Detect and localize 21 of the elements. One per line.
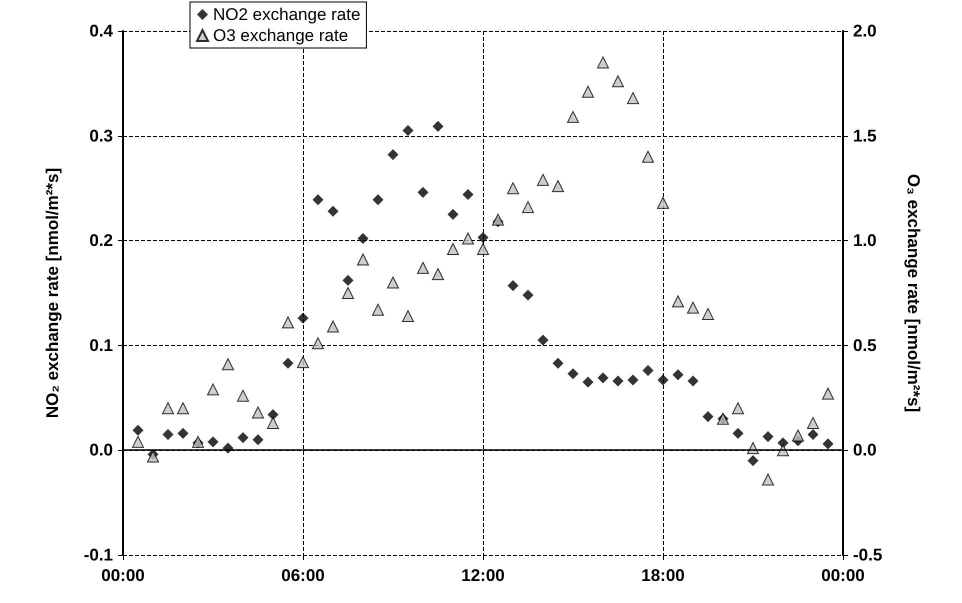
y-tick-label: 0.4 [89,22,114,40]
x-tick-label: 18:00 [641,566,685,585]
y2-tick-label: 0.0 [853,440,877,460]
legend-label: NO2 exchange rate [213,5,360,24]
y-axis-title: NO₂ exchange rate [nmol/m²*s] [43,168,62,418]
y2-tick-label: 2.0 [853,22,877,40]
y-tick-label: 0.0 [89,440,113,460]
y2-tick-label: 1.0 [853,231,877,250]
y-tick-label: -0.1 [84,546,113,564]
x-tick-label: 00:00 [101,566,145,585]
x-tick-label: 00:00 [821,566,865,585]
y2-tick-label: 1.5 [853,126,877,146]
y2-tick-label: -0.5 [853,546,882,564]
y-tick-label: 0.3 [89,126,113,146]
y2-tick-label: 0.5 [853,336,877,355]
y2-axis-title: O₃ exchange rate [nmol/m²*s] [904,174,923,412]
x-tick-label: 06:00 [281,566,325,585]
legend-label: O3 exchange rate [213,26,348,45]
x-tick-label: 12:00 [461,566,505,585]
y-tick-label: 0.2 [89,231,113,250]
y-tick-label: 0.1 [89,336,113,355]
